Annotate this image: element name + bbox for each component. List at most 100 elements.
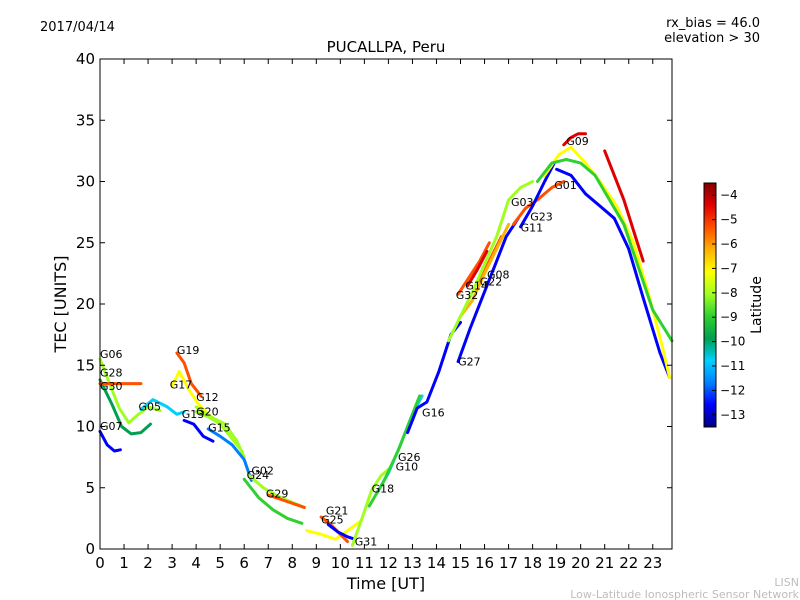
series-line-g10 [367,394,422,508]
date-label: 2017/04/14 [40,20,115,35]
series-label-g20: G20 [196,405,219,418]
x-tick-label: 14 [427,554,446,572]
colorbar-tick-label: −10 [720,335,745,349]
x-tick-label: 10 [331,554,350,572]
series-label-g12: G12 [196,391,219,404]
colorbar-tick-label: −11 [720,359,745,373]
colorbar-tick-label: −13 [720,408,745,422]
series-label-g28: G28 [100,366,123,379]
colorbar-tick-label: −8 [720,286,738,300]
x-tick-label: 6 [239,554,249,572]
series-label-g27: G27 [458,355,481,368]
y-tick-label: 40 [76,50,95,68]
series-line-g11 [519,161,556,229]
series-line-g07 [98,429,122,453]
colorbar-tick-label: −5 [720,213,738,227]
x-tick-label: 7 [263,554,273,572]
series-line-g21 [305,520,362,541]
series-label-g23: G23 [530,211,553,224]
series-layer [98,132,674,547]
x-tick-label: 8 [287,554,297,572]
y-axis: 0 5 10 15 20 25 30 35 40 [76,50,672,558]
series-line-g28 [98,378,152,436]
series-line-g24 [242,477,304,525]
y-tick-label: 25 [76,234,95,252]
series-line-g29 [266,493,306,509]
x-tick-label: 23 [643,554,662,572]
series-label-g05: G05 [138,401,161,414]
org-short-label: LISN [774,576,799,589]
series-line-g19 [175,351,203,398]
y-tick-label: 20 [76,295,95,313]
series-label-g11: G11 [521,222,544,235]
series-label-g13: G13 [182,408,205,421]
series-label-g25: G25 [321,513,344,526]
x-tick-label: 4 [191,554,201,572]
x-tick-label: 0 [95,554,105,572]
org-full-label: Low-Latitude Ionospheric Sensor Network [570,588,799,600]
x-tick-label: 18 [523,554,542,572]
x-tick-label: 16 [475,554,494,572]
series-label-g02: G02 [251,464,274,477]
series-line-g31 [326,523,357,541]
series-label-g06: G06 [100,348,123,361]
series-line-g32 [456,241,491,296]
y-tick-label: 15 [76,356,95,374]
series-label-g32: G32 [456,289,479,302]
series-label-g01: G01 [554,179,577,192]
y-tick-label: 10 [76,418,95,436]
x-tick-label: 22 [619,554,638,572]
series-label-g07: G07 [100,420,123,433]
chart-title: PUCALLPA, Peru [327,38,446,56]
series-label-g10: G10 [396,461,419,474]
series-label-g29: G29 [266,488,289,501]
series-label-g31: G31 [355,535,378,548]
series-label-g18: G18 [372,483,395,496]
series-line-g20 [194,405,246,459]
series-label-g21: G21 [326,505,349,518]
series-label-g03: G03 [511,196,534,209]
y-tick-label: 30 [76,173,95,191]
series-line-g03 [447,180,535,343]
x-tick-label: 17 [499,554,518,572]
y-tick-label: 5 [85,479,95,497]
x-axis: 0 1 2 3 4 5 6 7 8 9 10 11 12 13 14 15 16 17 18 19 20 21 22 23 [95,59,662,572]
series-label-g19: G19 [177,344,200,357]
x-axis-label: Time [UT] [346,574,425,593]
x-tick-label: 9 [312,554,322,572]
colorbar-tick-label: −4 [720,188,738,202]
x-tick-label: 2 [143,554,153,572]
series-label-g16: G16 [422,407,445,420]
x-tick-label: 3 [167,554,177,572]
x-tick-label: 12 [379,554,398,572]
x-tick-label: 21 [595,554,614,572]
series-label-g09: G09 [566,135,589,148]
y-axis-label: TEC [UNITS] [51,256,70,354]
series-line-g04 [603,149,645,263]
series-line-g09b [543,145,672,379]
series-line-g05 [139,398,186,416]
series-line-g08 [459,222,511,318]
series-label-g14: G14 [465,279,488,292]
series-line-g09 [562,132,587,147]
series-label-g17: G17 [170,379,193,392]
x-tick-label: 1 [119,554,129,572]
series-label-g30: G30 [100,380,123,393]
y-tick-label: 0 [85,540,95,558]
colorbar-ticks: −4 −5 −6 −7 −8 −9 −10 −11 −12 −13 [712,188,745,422]
series-line-g13 [182,418,215,443]
series-line-g23 [511,180,566,226]
x-tick-label: 19 [547,554,566,572]
colorbar-tick-label: −9 [720,310,738,324]
elevation-label: elevation > 30 [664,31,760,46]
x-tick-label: 11 [355,554,374,572]
series-line-g27 [456,216,520,364]
series-line-g15 [206,427,253,482]
rx-bias-label: rx_bias = 46.0 [666,16,760,31]
colorbar-tick-label: −7 [720,261,738,275]
colorbar-label: Latitude [749,276,765,334]
series-label-g26: G26 [398,451,421,464]
series-label-g15: G15 [208,421,231,434]
